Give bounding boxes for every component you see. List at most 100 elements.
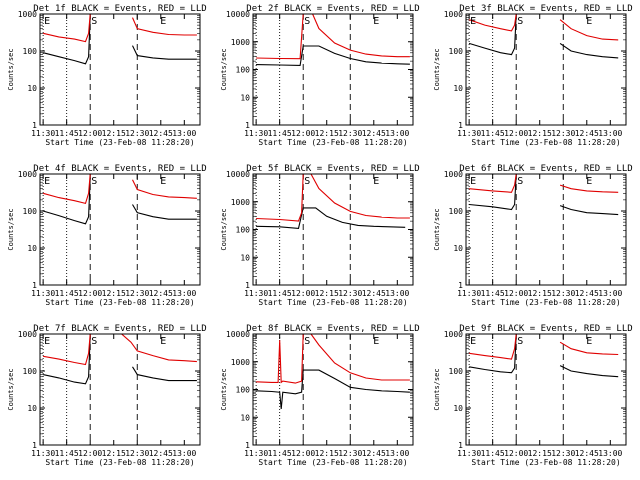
- panel-det-1: Det 1f BLACK = Events, RED = LLD 1 10 100 10…: [7, 4, 207, 147]
- y-tick-label: 1: [32, 121, 37, 130]
- x-tick-label: 12:30: [125, 449, 149, 458]
- y-axis-title: Counts/sec: [220, 48, 228, 90]
- y-tick-label: 100: [23, 47, 38, 56]
- x-tick-label: 12:15: [528, 449, 552, 458]
- x-tick-label: 12:30: [338, 289, 362, 298]
- x-tick-label: 12:30: [338, 129, 362, 138]
- x-tick-label: 12:45: [149, 289, 173, 298]
- y-tick-label: 1000: [231, 358, 250, 367]
- series-lld-line: [256, 14, 410, 60]
- y-tick-label: 10: [240, 413, 250, 422]
- y-tick-label: 1000: [231, 198, 250, 207]
- x-tick-label: 11:30: [31, 289, 55, 298]
- series-events-line: [42, 177, 197, 225]
- x-tick-label: 12:30: [551, 129, 575, 138]
- y-axis-title: Counts/sec: [7, 48, 15, 90]
- y-tick-label: 1: [32, 441, 37, 450]
- y-tick-label: 1: [32, 281, 37, 290]
- y-tick-label: 1000: [18, 170, 37, 179]
- x-tick-label: 11:45: [481, 289, 505, 298]
- marker-label: S: [304, 16, 310, 27]
- y-tick-label: 1: [458, 281, 463, 290]
- x-tick-label: 13:00: [172, 449, 196, 458]
- y-tick-label: 100: [449, 47, 464, 56]
- y-tick-label: 1: [245, 121, 250, 130]
- y-tick-label: 1000: [231, 38, 250, 47]
- x-tick-label: 13:00: [172, 289, 196, 298]
- panel-det-6: Det 6f BLACK = Events, RED = LLD 1 10 100 10…: [433, 164, 633, 307]
- y-tick-label: 1000: [444, 330, 463, 339]
- marker-label: S: [91, 16, 97, 27]
- x-tick-label: 12:30: [338, 449, 362, 458]
- x-axis-title: Start Time (23-Feb-08 11:28:20): [45, 458, 194, 467]
- x-tick-label: 12:15: [102, 449, 126, 458]
- panel-title: Det 7f BLACK = Events, RED = LLD: [33, 324, 206, 334]
- y-tick-label: 10: [27, 84, 37, 93]
- series-events-line: [469, 334, 619, 378]
- marker-label: E: [470, 336, 476, 347]
- series-events-line: [256, 207, 406, 229]
- marker-label: E: [44, 176, 50, 187]
- panel-title: Det 4f BLACK = Events, RED = LLD: [33, 164, 206, 174]
- x-tick-label: 13:00: [598, 449, 622, 458]
- panel-title: Det 9f BLACK = Events, RED = LLD: [459, 324, 632, 334]
- x-tick-label: 12:00: [291, 129, 315, 138]
- x-tick-label: 11:45: [481, 129, 505, 138]
- x-tick-label: 13:00: [172, 129, 196, 138]
- series-lld-line: [256, 334, 410, 384]
- x-tick-label: 12:00: [291, 449, 315, 458]
- x-tick-label: 12:45: [575, 289, 599, 298]
- x-tick-label: 12:00: [504, 449, 528, 458]
- x-tick-label: 13:00: [385, 289, 409, 298]
- y-tick-label: 1: [458, 121, 463, 130]
- marker-label: S: [517, 176, 523, 187]
- marker-label: E: [44, 336, 50, 347]
- x-tick-label: 11:45: [55, 289, 79, 298]
- series-lld-line: [256, 174, 410, 222]
- x-tick-label: 12:30: [551, 289, 575, 298]
- panel-title: Det 8f BLACK = Events, RED = LLD: [246, 324, 419, 334]
- x-axis-title: Start Time (23-Feb-08 11:28:20): [471, 138, 620, 147]
- plot-frame: [465, 13, 627, 126]
- series-events-line: [468, 14, 619, 59]
- panel-title: Det 2f BLACK = Events, RED = LLD: [246, 4, 419, 14]
- x-tick-label: 11:30: [244, 449, 268, 458]
- x-tick-label: 12:45: [362, 129, 386, 138]
- series-events-line: [42, 335, 197, 385]
- y-tick-label: 1000: [18, 10, 37, 19]
- y-tick-label: 100: [23, 367, 38, 376]
- y-tick-label: 1: [245, 281, 250, 290]
- x-tick-label: 11:30: [244, 289, 268, 298]
- x-tick-label: 12:15: [315, 289, 339, 298]
- x-tick-label: 12:00: [78, 289, 102, 298]
- y-tick-label: 1: [245, 441, 250, 450]
- series-lld-line: [42, 14, 197, 43]
- y-tick-label: 100: [449, 207, 464, 216]
- x-axis-title: Start Time (23-Feb-08 11:28:20): [471, 458, 620, 467]
- series-lld-line: [469, 174, 619, 193]
- x-tick-label: 12:00: [78, 129, 102, 138]
- x-tick-label: 11:45: [55, 449, 79, 458]
- plot-frame: [39, 333, 201, 446]
- x-tick-label: 13:00: [385, 129, 409, 138]
- x-axis-title: Start Time (23-Feb-08 11:28:20): [45, 138, 194, 147]
- x-tick-label: 11:45: [481, 449, 505, 458]
- y-tick-label: 1: [458, 441, 463, 450]
- panel-title: Det 5f BLACK = Events, RED = LLD: [246, 164, 419, 174]
- panel-det-3: Det 3f BLACK = Events, RED = LLD 1 10 100 10…: [433, 4, 633, 147]
- x-axis-title: Start Time (23-Feb-08 11:28:20): [258, 458, 407, 467]
- series-events-line: [42, 15, 197, 65]
- y-axis-title: Counts/sec: [220, 208, 228, 250]
- x-tick-label: 11:45: [55, 129, 79, 138]
- panel-det-2: Det 2f BLACK = Events, RED = LLD 1 10 100 10…: [220, 4, 420, 147]
- plot-frame: [39, 13, 201, 126]
- panel-title: Det 1f BLACK = Events, RED = LLD: [33, 4, 206, 14]
- x-tick-label: 12:00: [504, 129, 528, 138]
- x-tick-label: 13:00: [598, 289, 622, 298]
- marker-label: E: [586, 176, 592, 187]
- y-tick-label: 1000: [444, 170, 463, 179]
- y-tick-label: 10000: [226, 330, 250, 339]
- x-tick-label: 11:45: [268, 289, 292, 298]
- panel-det-4: Det 4f BLACK = Events, RED = LLD 1 10 100 10…: [7, 164, 207, 307]
- marker-label: S: [304, 336, 310, 347]
